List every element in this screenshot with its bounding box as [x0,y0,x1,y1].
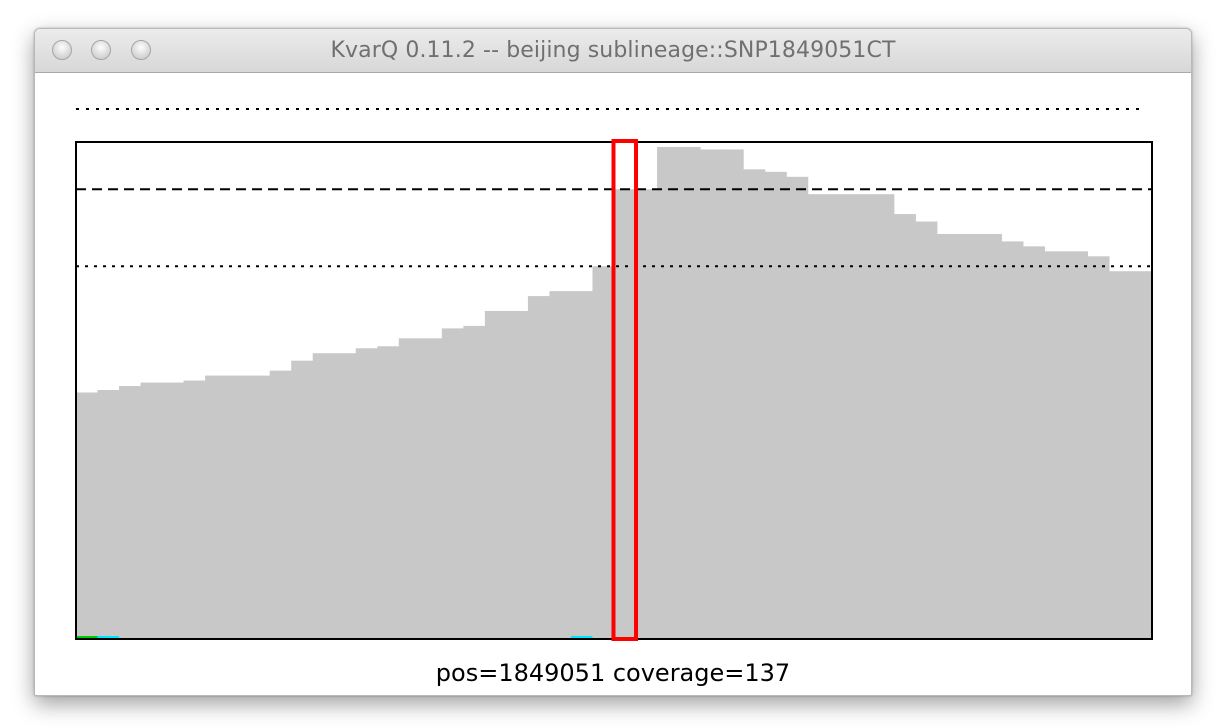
coverage-bar [893,214,916,639]
coverage-bar [592,266,615,639]
coverage-bar [936,233,959,639]
coverage-bar [226,375,249,639]
coverage-bar [355,348,378,639]
coverage-bar [162,382,185,639]
minimize-window-button[interactable] [91,40,111,60]
position-coverage-readout: pos=1849051 coverage=137 [435,659,791,687]
coverage-bar [205,375,228,639]
coverage-bar [1022,246,1045,639]
coverage-bar [635,189,658,639]
coverage-bar [979,233,1002,639]
coverage-bar [76,392,99,639]
coverage-bar [1044,251,1067,639]
coverage-bar [678,146,701,639]
coverage-bar [119,386,142,639]
app-window: KvarQ 0.11.2 -- beijing sublineage::SNP1… [34,28,1192,696]
coverage-bar [570,291,594,639]
coverage-bar [527,296,551,639]
coverage-bar [829,194,852,639]
coverage-bar [97,390,120,639]
coverage-bar [549,291,572,639]
zoom-window-button[interactable] [131,40,151,60]
coverage-bar [1130,271,1153,639]
coverage-bar [1001,241,1024,639]
coverage-bar [269,370,292,639]
coverage-bar [721,149,744,639]
base-marker [76,636,98,639]
coverage-bar [915,221,938,639]
coverage-bar [872,194,895,639]
coverage-bar [183,380,206,639]
coverage-bar [463,325,486,639]
close-window-button[interactable] [52,40,72,60]
coverage-bar [377,346,400,639]
coverage-bar [743,169,766,639]
coverage-bar [1065,251,1089,639]
coverage-bar [764,171,787,639]
coverage-bar [248,375,271,639]
base-markers [76,636,593,639]
window-title: KvarQ 0.11.2 -- beijing sublineage::SNP1… [330,38,896,63]
coverage-bar [700,149,723,639]
coverage-bar [850,194,873,639]
coverage-bar [441,328,464,640]
coverage-chart[interactable] [35,73,1191,653]
coverage-bar [140,382,163,639]
coverage-bar [1108,271,1132,639]
coverage-bar [506,310,529,639]
coverage-bar [420,338,443,639]
coverage-bar [614,189,637,639]
base-marker [97,636,120,639]
coverage-view: pos=1849051 coverage=137 [35,73,1191,695]
coverage-bar [484,310,507,639]
title-bar[interactable]: KvarQ 0.11.2 -- beijing sublineage::SNP1… [35,29,1191,73]
base-marker [570,636,593,639]
coverage-bar [958,233,981,639]
coverage-bars [76,146,1153,640]
coverage-bar [657,146,680,639]
coverage-bar [334,353,357,639]
coverage-bar [807,194,830,639]
coverage-bar [786,176,809,639]
snp-position-marker [611,139,639,641]
coverage-bar [398,338,421,639]
coverage-bar [291,360,314,639]
coverage-bar [312,353,335,639]
coverage-bar [1087,256,1110,639]
